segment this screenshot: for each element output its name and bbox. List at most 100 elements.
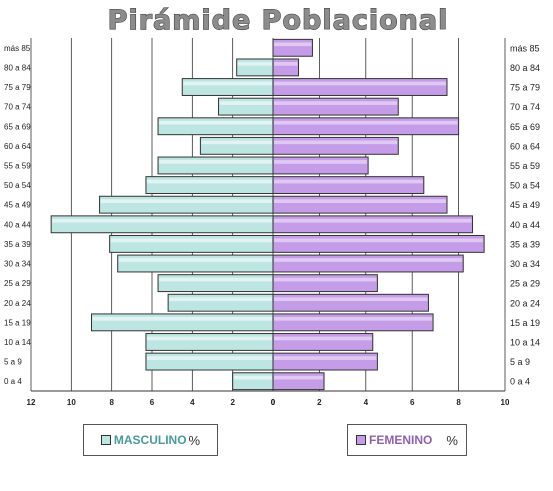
age-label-left: 50 a 54 xyxy=(4,181,31,190)
bar-masculino xyxy=(91,313,274,332)
bar-masculino xyxy=(157,274,274,293)
tick-label-right: 6 xyxy=(410,398,415,407)
bar-femenino xyxy=(272,215,474,234)
bar-masculino xyxy=(50,215,274,234)
age-label-left: 10 a 14 xyxy=(4,338,31,347)
bar-femenino-highlight xyxy=(274,179,423,184)
bar-femenino xyxy=(272,58,300,77)
bar-masculino-highlight xyxy=(219,101,272,105)
age-label-left: 65 a 69 xyxy=(4,122,31,131)
bar-femenino-highlight xyxy=(274,120,458,125)
bar-femenino xyxy=(272,38,313,57)
axis-ticks: 12 10 8 6 4 2 00 2 4 6 8 10 xyxy=(27,398,510,407)
age-label-right: 65 a 69 xyxy=(510,122,540,132)
tick-label-left: 2 xyxy=(230,398,235,407)
bar-masculino-highlight xyxy=(169,297,272,302)
legend-masculino-pct: % xyxy=(188,432,201,448)
legend-masculino-label: MASCULINO xyxy=(113,433,187,447)
age-label-left: 60 a 64 xyxy=(4,142,31,151)
bar-masculino xyxy=(145,176,274,195)
bar-femenino xyxy=(272,333,374,351)
bar-femenino xyxy=(272,117,460,136)
bar-masculino xyxy=(145,352,274,371)
bar-masculino xyxy=(157,117,274,136)
bar-femenino-highlight xyxy=(274,42,312,47)
age-label-right: 0 a 4 xyxy=(510,377,530,387)
tick-label-left: 0 xyxy=(271,398,276,407)
age-label-right: 60 a 64 xyxy=(510,141,540,151)
age-label-right: 20 a 24 xyxy=(510,298,540,308)
age-label-left: más 85 xyxy=(4,44,31,53)
bar-masculino-highlight xyxy=(159,120,272,125)
bar-masculino-highlight xyxy=(110,238,273,243)
age-label-right: 55 a 59 xyxy=(510,161,540,171)
tick-label-left: 10 xyxy=(67,398,76,407)
bar-femenino-highlight xyxy=(274,277,377,282)
bar-masculino xyxy=(199,136,274,155)
bar-femenino-highlight xyxy=(274,375,324,380)
bar-femenino xyxy=(272,156,369,175)
bar-femenino xyxy=(272,352,378,371)
bar-femenino xyxy=(272,176,425,195)
bar-masculino-highlight xyxy=(146,179,272,184)
legend-femenino: FEMENINO % xyxy=(347,424,467,456)
bar-femenino xyxy=(272,97,399,116)
age-label-right: 25 a 29 xyxy=(510,279,540,289)
bar-masculino-highlight xyxy=(201,140,272,145)
age-label-right: 45 a 49 xyxy=(510,200,540,210)
age-label-left: 45 a 49 xyxy=(4,201,31,210)
age-label-left: 15 a 19 xyxy=(4,318,31,327)
tick-label-left: 8 xyxy=(109,398,114,407)
bar-masculino xyxy=(117,254,274,273)
tick-label-right: 4 xyxy=(364,398,369,407)
age-label-left: 30 a 34 xyxy=(4,260,31,269)
bar-masculino-highlight xyxy=(159,160,272,164)
bar-femenino xyxy=(272,78,448,96)
bar-masculino xyxy=(145,333,274,351)
tick-label-right: 8 xyxy=(456,398,461,407)
bar-femenino-highlight xyxy=(274,140,398,145)
age-label-left: 5 a 9 xyxy=(4,358,22,367)
bar-femenino-highlight xyxy=(274,81,446,86)
bars xyxy=(50,38,485,391)
bar-masculino xyxy=(99,195,274,214)
bar-femenino-highlight xyxy=(274,238,484,243)
bar-femenino-highlight xyxy=(274,62,298,66)
bar-femenino xyxy=(272,195,448,214)
bar-femenino-highlight xyxy=(274,316,433,321)
bar-masculino xyxy=(157,156,274,175)
bar-femenino-highlight xyxy=(274,336,372,341)
bar-femenino-highlight xyxy=(274,356,377,360)
age-label-left: 40 a 44 xyxy=(4,220,31,229)
bar-masculino-highlight xyxy=(159,277,272,282)
bar-masculino xyxy=(167,293,274,312)
tick-label-right: 2 xyxy=(317,398,322,407)
tick-label-right: 0 xyxy=(271,398,276,407)
bar-masculino xyxy=(109,234,274,253)
bar-femenino-highlight xyxy=(274,297,428,302)
bar-femenino-highlight xyxy=(274,101,398,105)
tick-label-left: 12 xyxy=(27,398,36,407)
bar-femenino xyxy=(272,254,464,273)
bar-femenino xyxy=(272,372,325,391)
age-label-left: 20 a 24 xyxy=(4,299,31,308)
tick-label-left: 4 xyxy=(190,398,195,407)
age-label-right: 75 a 79 xyxy=(510,83,540,93)
bar-femenino xyxy=(272,136,399,155)
bar-masculino-highlight xyxy=(146,336,272,341)
bar-masculino-highlight xyxy=(183,81,272,86)
bar-femenino-highlight xyxy=(274,160,368,164)
bar-masculino xyxy=(232,372,274,391)
bar-masculino-highlight xyxy=(52,218,272,223)
age-label-right: 70 a 74 xyxy=(510,102,540,112)
bar-masculino-highlight xyxy=(100,199,272,204)
age-label-right: 80 a 84 xyxy=(510,63,540,73)
bar-masculino xyxy=(218,97,274,116)
masculino-swatch xyxy=(100,435,111,445)
bar-masculino-highlight xyxy=(237,62,272,66)
bar-femenino-highlight xyxy=(274,258,463,262)
age-label-left: 70 a 74 xyxy=(4,103,31,112)
bar-masculino xyxy=(236,58,274,77)
age-label-right: 50 a 54 xyxy=(510,181,540,191)
